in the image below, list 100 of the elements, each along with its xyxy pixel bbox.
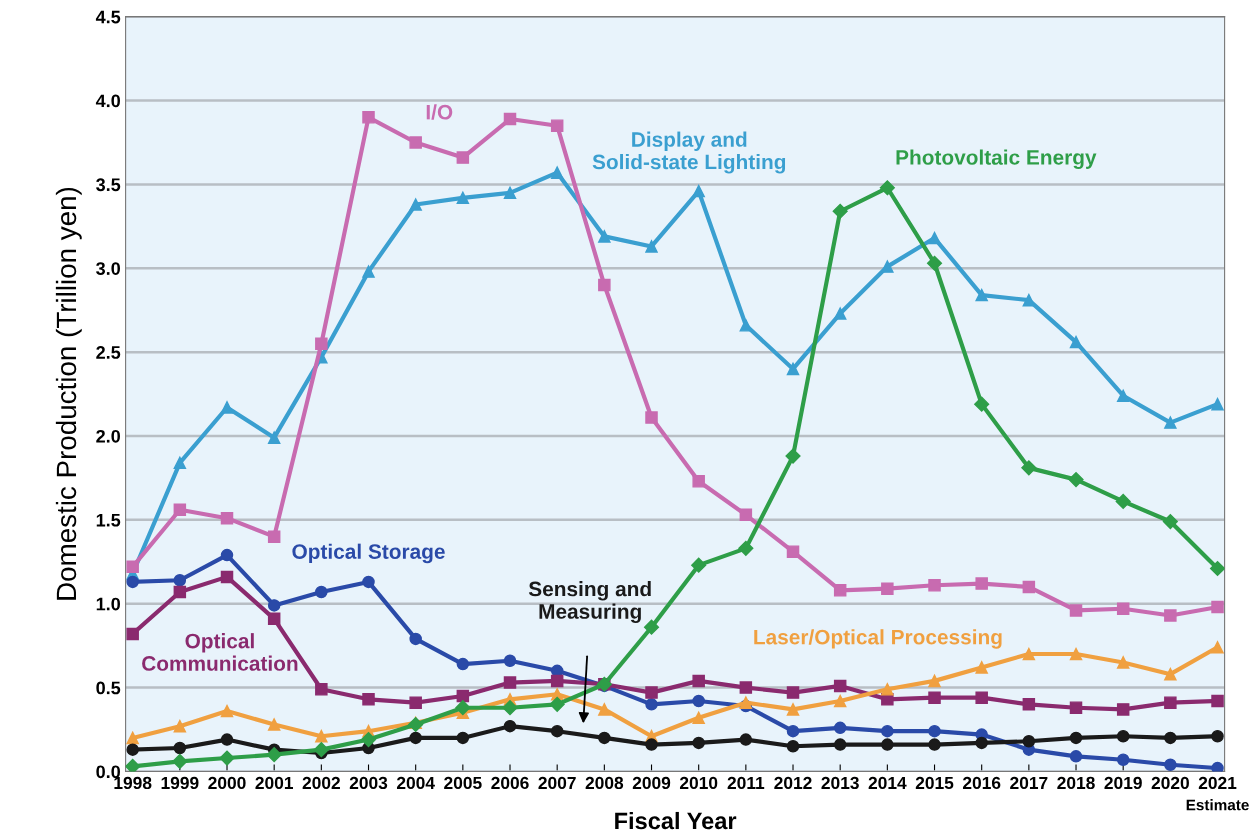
point (786, 740, 800, 753)
point (267, 612, 281, 626)
point (1116, 602, 1130, 616)
point (126, 560, 139, 574)
y-tick-label: 4.0 (95, 94, 120, 108)
point (220, 548, 234, 562)
point (928, 231, 941, 245)
point (409, 632, 422, 646)
x-tick-label: 2003 (349, 776, 388, 790)
point (786, 686, 800, 699)
y-tick-label: 4.5 (95, 10, 121, 24)
point (362, 693, 375, 706)
point (126, 743, 139, 756)
point (1211, 641, 1224, 654)
point (692, 736, 705, 750)
point (598, 731, 611, 745)
point (833, 307, 847, 320)
point (975, 577, 988, 590)
point (645, 240, 658, 253)
point (833, 694, 847, 708)
point (267, 599, 281, 612)
point (691, 557, 707, 573)
y-tick-label: 1.5 (96, 513, 121, 527)
point (360, 732, 377, 748)
point (1022, 647, 1036, 661)
point (503, 654, 517, 668)
point (975, 288, 988, 302)
series-label: Photovoltaic Energy (896, 149, 1097, 169)
point (1164, 731, 1177, 745)
point (738, 540, 754, 556)
series-label: Optical Communication (142, 633, 298, 671)
point (739, 733, 753, 746)
point (409, 731, 422, 745)
point (1022, 293, 1036, 307)
point (926, 255, 943, 271)
point (645, 738, 658, 751)
point (1211, 600, 1224, 614)
point (692, 711, 705, 725)
x-tick-label: 2011 (727, 776, 765, 790)
point (220, 704, 234, 718)
point (409, 136, 422, 149)
point (928, 691, 941, 704)
point (598, 230, 611, 243)
point (503, 676, 517, 689)
point (928, 724, 941, 738)
x-tick-label: 2001 (255, 776, 294, 790)
point (928, 674, 941, 688)
x-axis-title: Fiscal Year (615, 811, 737, 830)
point (1116, 729, 1130, 743)
point (1115, 493, 1131, 509)
point (739, 696, 753, 709)
point (975, 691, 988, 704)
point (786, 724, 800, 738)
point (598, 278, 611, 292)
text: Estimate (1186, 799, 1249, 811)
series-label: Display and Solid-state Lighting (592, 131, 786, 174)
point (833, 738, 847, 751)
point (1022, 580, 1036, 594)
x-tick-label: 2004 (396, 776, 435, 790)
point (1022, 735, 1036, 748)
point (692, 694, 705, 708)
point (1116, 753, 1130, 766)
x-tick-label: 2012 (774, 776, 812, 790)
series-label: Laser/Optical Processing (754, 629, 1002, 649)
x-tick-label: 2005 (444, 776, 482, 790)
point (1211, 397, 1224, 411)
point (786, 545, 800, 558)
point (220, 733, 234, 746)
point (315, 729, 328, 743)
x-tick-label: 2020 (1151, 776, 1189, 790)
x-tick-label: 2016 (962, 776, 1001, 790)
x-tick-label: 2014 (868, 776, 907, 790)
series-label: I/O (426, 104, 453, 120)
x-tick-label: 1999 (161, 776, 199, 790)
x-tick-label: 2018 (1057, 776, 1095, 790)
point (928, 579, 941, 592)
point (266, 747, 282, 763)
point (1069, 335, 1083, 349)
point (219, 750, 235, 766)
point (549, 696, 565, 712)
point (1069, 731, 1083, 745)
point (1211, 729, 1224, 743)
point (833, 721, 847, 735)
point (313, 742, 329, 758)
y-tick-label: 1.0 (96, 597, 120, 611)
point (550, 674, 564, 688)
x-tick-label: 2013 (821, 776, 859, 790)
y-tick-label: 2.5 (96, 346, 121, 359)
point (362, 265, 375, 278)
x-tick-label: 2017 (1010, 776, 1048, 790)
point (1164, 758, 1177, 771)
point (692, 674, 705, 688)
point (881, 260, 894, 273)
point (739, 681, 753, 694)
point (1162, 513, 1178, 530)
x-tick-label: 2000 (208, 776, 246, 790)
x-tick-label: 2008 (585, 776, 624, 790)
point (126, 627, 139, 641)
point (881, 724, 894, 738)
point (126, 575, 139, 589)
